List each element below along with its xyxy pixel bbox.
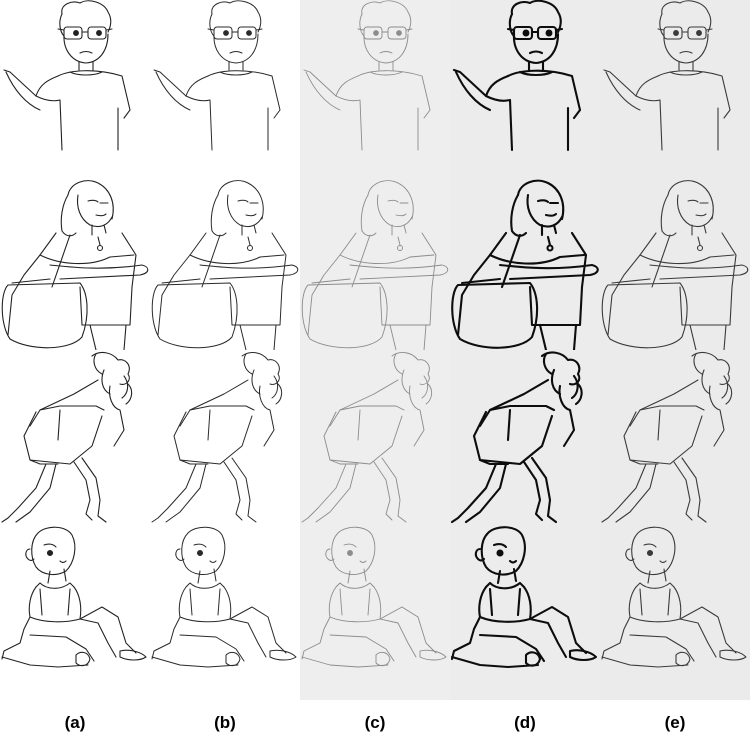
girl-bending-forward-sketch xyxy=(1,351,133,523)
child-sitting-sketch xyxy=(450,526,598,669)
woman-with-shoulder-bag-sketch xyxy=(151,180,299,350)
boy-with-glasses-waving-sketch xyxy=(452,0,582,152)
sketch-panel-row4-col-b xyxy=(150,525,300,700)
sketch-panel-row3-col-d xyxy=(450,350,600,525)
sketch-panel-row2-col-b xyxy=(150,175,300,350)
sketch-panel-row4-col-d xyxy=(450,525,600,700)
sketch-panel-row3-col-e xyxy=(600,350,750,525)
column-labels: (a) (b) (c) (d) (e) xyxy=(0,700,750,750)
sketch-panel-row2-col-a xyxy=(0,175,150,350)
woman-with-shoulder-bag-sketch xyxy=(301,180,449,350)
sketch-panel-row1-col-e xyxy=(600,0,750,175)
sketch-panel-row4-col-a xyxy=(0,525,150,700)
woman-with-shoulder-bag-sketch xyxy=(601,180,749,350)
column-label-a: (a) xyxy=(64,713,86,732)
sketch-panel-row1-col-c xyxy=(300,0,450,175)
girl-bending-forward-sketch xyxy=(601,351,733,523)
sketch-panel-row1-col-a xyxy=(0,0,150,175)
column-label-b: (b) xyxy=(214,713,236,732)
child-sitting-sketch xyxy=(151,526,297,668)
girl-bending-forward-sketch xyxy=(301,352,433,523)
sketch-panel-row2-col-e xyxy=(600,175,750,350)
child-sitting-sketch xyxy=(301,526,447,668)
column-label-e: (e) xyxy=(664,713,686,732)
sketch-panel-row3-col-b xyxy=(150,350,300,525)
boy-with-glasses-waving-sketch xyxy=(3,0,131,151)
boy-with-glasses-waving-sketch xyxy=(153,0,281,151)
sketch-comparison-grid xyxy=(0,0,750,700)
boy-with-glasses-waving-sketch xyxy=(303,0,431,151)
column-label-c: (c) xyxy=(364,713,386,732)
girl-bending-forward-sketch xyxy=(151,352,283,523)
column-label-d: (d) xyxy=(514,713,536,732)
child-sitting-sketch xyxy=(601,526,747,668)
sketch-panel-row1-col-d xyxy=(450,0,600,175)
child-sitting-sketch xyxy=(1,526,147,668)
sketch-panel-row1-col-b xyxy=(150,0,300,175)
sketch-panel-row3-col-c xyxy=(300,350,450,525)
boy-with-glasses-waving-sketch xyxy=(603,0,731,151)
girl-bending-forward-sketch xyxy=(450,351,583,524)
woman-with-shoulder-bag-sketch xyxy=(1,180,149,350)
sketch-panel-row4-col-c xyxy=(300,525,450,700)
sketch-panel-row4-col-e xyxy=(600,525,750,700)
sketch-panel-row3-col-a xyxy=(0,350,150,525)
sketch-panel-row2-col-c xyxy=(300,175,450,350)
woman-with-shoulder-bag-sketch xyxy=(451,179,599,350)
sketch-panel-row2-col-d xyxy=(450,175,600,350)
